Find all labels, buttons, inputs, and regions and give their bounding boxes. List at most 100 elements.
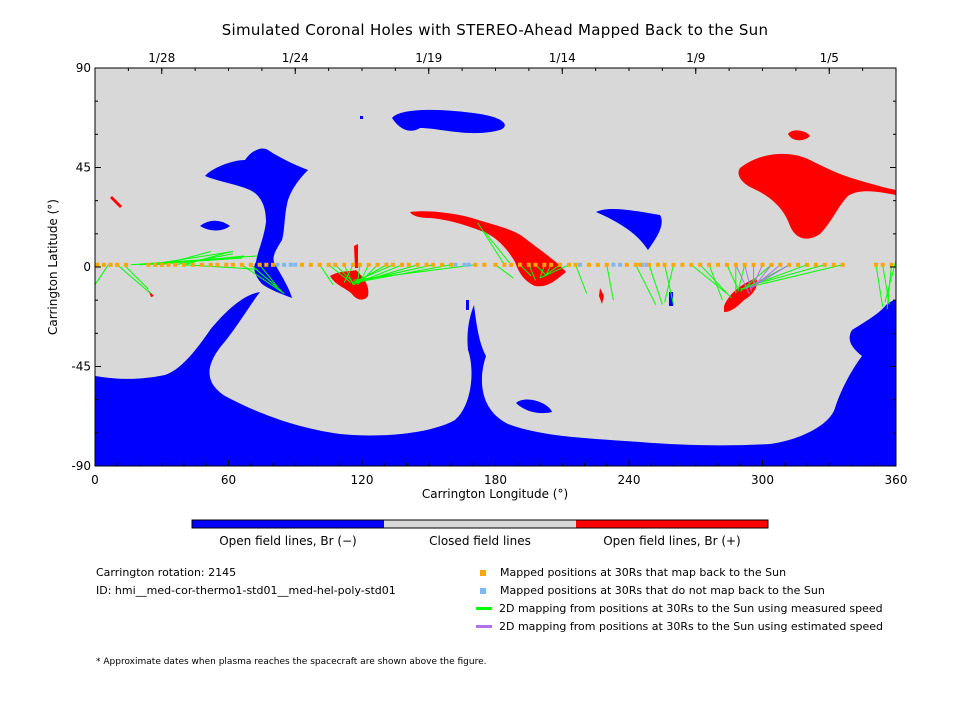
measured-speed-line [250, 264, 283, 292]
unmapped-position-marker [288, 262, 293, 267]
mapped-position-marker [586, 262, 591, 267]
measured-speed-line [241, 264, 285, 294]
carrington-rotation: Carrington rotation: 2145 [96, 566, 237, 579]
mapped-position-marker [733, 262, 738, 267]
colorbar-closed [384, 520, 576, 528]
blue-fragment [669, 292, 673, 306]
x-tick-label: 60 [221, 473, 236, 487]
mapped-position-marker [502, 262, 507, 267]
mapped-position-marker [299, 262, 304, 267]
mapped-position-marker [840, 262, 845, 267]
mapped-position-marker [384, 262, 389, 267]
mapped-position-marker [680, 262, 685, 267]
mapped-position-marker [698, 262, 703, 267]
measured-speed-line [708, 264, 723, 301]
measured-speed-line [648, 264, 663, 305]
mapped-position-marker [208, 262, 213, 267]
mapped-position-marker [473, 262, 478, 267]
blue-square-icon [480, 587, 486, 594]
mapped-position-marker [760, 262, 765, 267]
ne-positive-hole [738, 153, 896, 239]
southern-tongue [516, 399, 552, 414]
legend-label: Mapped positions at 30Rs that do not map… [500, 584, 825, 597]
y-tick-label: 90 [76, 61, 91, 75]
measured-speed-line [183, 251, 231, 266]
legend-item-measured: 2D mapping from positions at 30Rs to the… [476, 602, 883, 615]
mapped-position-marker [159, 262, 164, 267]
mapped-position-marker [558, 262, 563, 267]
mapped-position-marker [101, 262, 106, 267]
mapped-position-marker [671, 262, 676, 267]
mapped-position-marker [873, 262, 878, 267]
mapped-position-marker [308, 262, 313, 267]
date-tick-label: 1/5 [820, 51, 839, 65]
north-hole-cap [392, 109, 505, 134]
mapped-position-marker [787, 262, 792, 267]
date-tick-label: 1/9 [686, 51, 705, 65]
x-tick-label: 0 [91, 473, 99, 487]
mapped-position-marker [638, 262, 643, 267]
unmapped-position-marker [275, 262, 280, 267]
measured-speed-line [539, 264, 545, 279]
x-tick-label: 360 [885, 473, 908, 487]
mapped-position-marker [542, 262, 547, 267]
estimated-speed-line [735, 264, 750, 294]
y-axis-label: Carrington Latitude (°) [46, 199, 60, 335]
mapped-position-marker [796, 262, 801, 267]
orange-square-icon [480, 569, 486, 576]
mapped-position-marker [549, 262, 554, 267]
mapped-position-marker [831, 262, 836, 267]
mapped-position-marker [257, 262, 262, 267]
colorbar-label-negative: Open field lines, Br (−) [219, 534, 357, 548]
measured-speed-line [664, 264, 674, 303]
mapped-position-marker [173, 262, 178, 267]
purple-line-icon [476, 625, 492, 628]
x-axis: 0 60 120 180 240 300 360 [91, 460, 907, 487]
mapped-position-marker [482, 262, 487, 267]
measured-speed-line [352, 264, 434, 283]
measured-speed-line [477, 222, 505, 266]
mapped-position-marker [724, 262, 729, 267]
small-north-hole [200, 220, 230, 231]
date-tick-label: 1/14 [549, 51, 576, 65]
y-tick-label: 45 [76, 161, 91, 175]
measured-speed-line [635, 264, 657, 305]
mapped-position-marker [351, 262, 356, 267]
date-tick-label: 1/19 [415, 51, 442, 65]
mapped-position-marker [391, 262, 396, 267]
mapped-position-marker [224, 262, 229, 267]
colorbar-negative [192, 520, 384, 528]
measured-speed-line [116, 264, 151, 294]
mapped-position-marker [108, 262, 113, 267]
legend-label: Mapped positions at 30Rs that map back t… [500, 566, 787, 579]
mapped-position-marker [264, 262, 269, 267]
ne-positive-cap [788, 130, 810, 141]
mapped-position-marker [778, 262, 783, 267]
top-date-axis: 1/28 1/24 1/19 1/14 1/9 1/5 [94, 51, 897, 74]
mapped-position-marker [633, 262, 638, 267]
positive-fragment [354, 244, 358, 268]
colorbar-frame [191, 519, 769, 529]
x-tick-label: 180 [484, 473, 507, 487]
x-tick-label: 300 [751, 473, 774, 487]
nw-hole [205, 148, 308, 298]
mapped-position-marker [400, 262, 405, 267]
model-id: ID: hmi__med-cor-thermo1-std01__med-hel-… [96, 584, 396, 597]
mapped-position-marker [647, 262, 652, 267]
y-tick-label: -90 [71, 459, 91, 473]
colorbar-positive [576, 520, 768, 528]
unmapped-position-marker [466, 262, 471, 267]
mapped-position-marker [689, 262, 694, 267]
unmapped-position-marker [453, 262, 458, 267]
mapped-position-marker [248, 262, 253, 267]
mapped-position-marker [239, 262, 244, 267]
mapped-position-marker [153, 262, 158, 267]
unmapped-position-marker [644, 262, 649, 267]
mapped-position-marker [805, 262, 809, 267]
mapped-position-marker [655, 262, 660, 267]
mapped-position-marker [526, 262, 531, 267]
measured-speed-line [95, 264, 109, 285]
legend-label: 2D mapping from positions at 30Rs to the… [499, 620, 884, 633]
measured-speed-line [130, 255, 258, 266]
